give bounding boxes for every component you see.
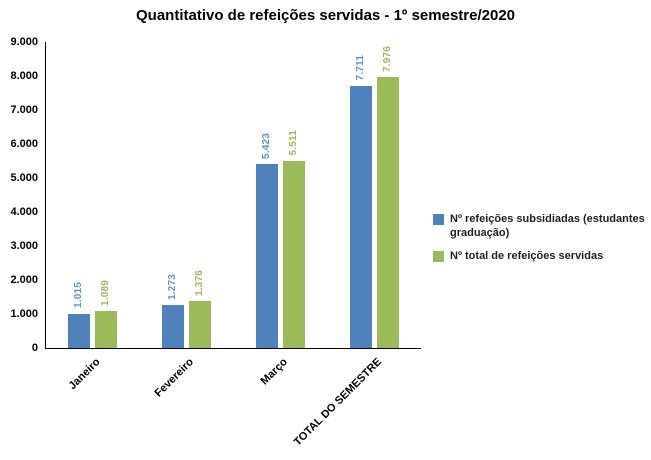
bar	[282, 160, 305, 348]
bar-value-label: 1.089	[100, 279, 112, 306]
chart-title: Quantitativo de refeições servidas - 1º …	[136, 7, 515, 24]
bar-value-label: 7.976	[381, 45, 393, 72]
bar	[68, 313, 91, 348]
legend-label: Nº total de refeições servidas	[450, 250, 604, 262]
y-axis-tick-label: 7.000	[10, 104, 38, 116]
legend-label: Nº refeições subsidiadas (estudantes gra…	[450, 213, 645, 239]
bar-value-label: 1.015	[73, 282, 85, 309]
y-axis-tick-label: 5.000	[10, 172, 38, 184]
bar	[162, 304, 185, 348]
bar-value-label: 1.273	[167, 273, 179, 300]
x-axis-category-label-text: Janeiro	[66, 356, 103, 393]
bar-group: 1.273 1.376	[140, 42, 234, 348]
y-axis-tick-label: 4.000	[10, 206, 38, 218]
bar-value-label: 7.711	[354, 55, 366, 81]
plot-area: 1.015 1.089 1.273 1.376 5.423 5.511 7.711 7.976	[45, 42, 421, 349]
legend: Nº refeições subsidiadas (estudantes gra…	[433, 212, 647, 263]
bar-group: 5.423 5.511	[234, 42, 328, 348]
bar	[376, 76, 399, 348]
x-axis-category-label-text: Fevereiro	[152, 356, 197, 400]
bar	[349, 85, 372, 348]
y-axis-tick-label: 1.000	[10, 308, 38, 320]
bar	[255, 163, 278, 348]
legend-item: Nº refeições subsidiadas (estudantes gra…	[433, 212, 647, 240]
legend-item: Nº total de refeições servidas	[433, 249, 647, 263]
y-axis-tick-label: 2.000	[10, 274, 38, 286]
bar	[189, 301, 212, 348]
bar-group: 1.015 1.089	[46, 42, 140, 348]
bar-value-label: 5.423	[260, 132, 272, 159]
y-axis-tick-label: 9.000	[10, 36, 38, 48]
y-axis-tick-label: 3.000	[10, 240, 38, 252]
bar	[95, 310, 118, 348]
x-axis-category-label-text: Março	[258, 356, 290, 388]
legend-swatch-icon	[433, 251, 444, 262]
y-axis-tick-label: 6.000	[10, 138, 38, 150]
y-axis-tick-label: 8.000	[10, 70, 38, 82]
bar-value-label: 1.376	[194, 270, 206, 297]
y-axis-tick-label: 0	[31, 342, 38, 354]
legend-swatch-icon	[433, 214, 444, 225]
bar-group: 7.711 7.976	[327, 42, 421, 348]
x-axis-category-label-text: TOTAL DO SEMESTRE	[291, 356, 384, 449]
bar-value-label: 5.511	[287, 130, 299, 156]
